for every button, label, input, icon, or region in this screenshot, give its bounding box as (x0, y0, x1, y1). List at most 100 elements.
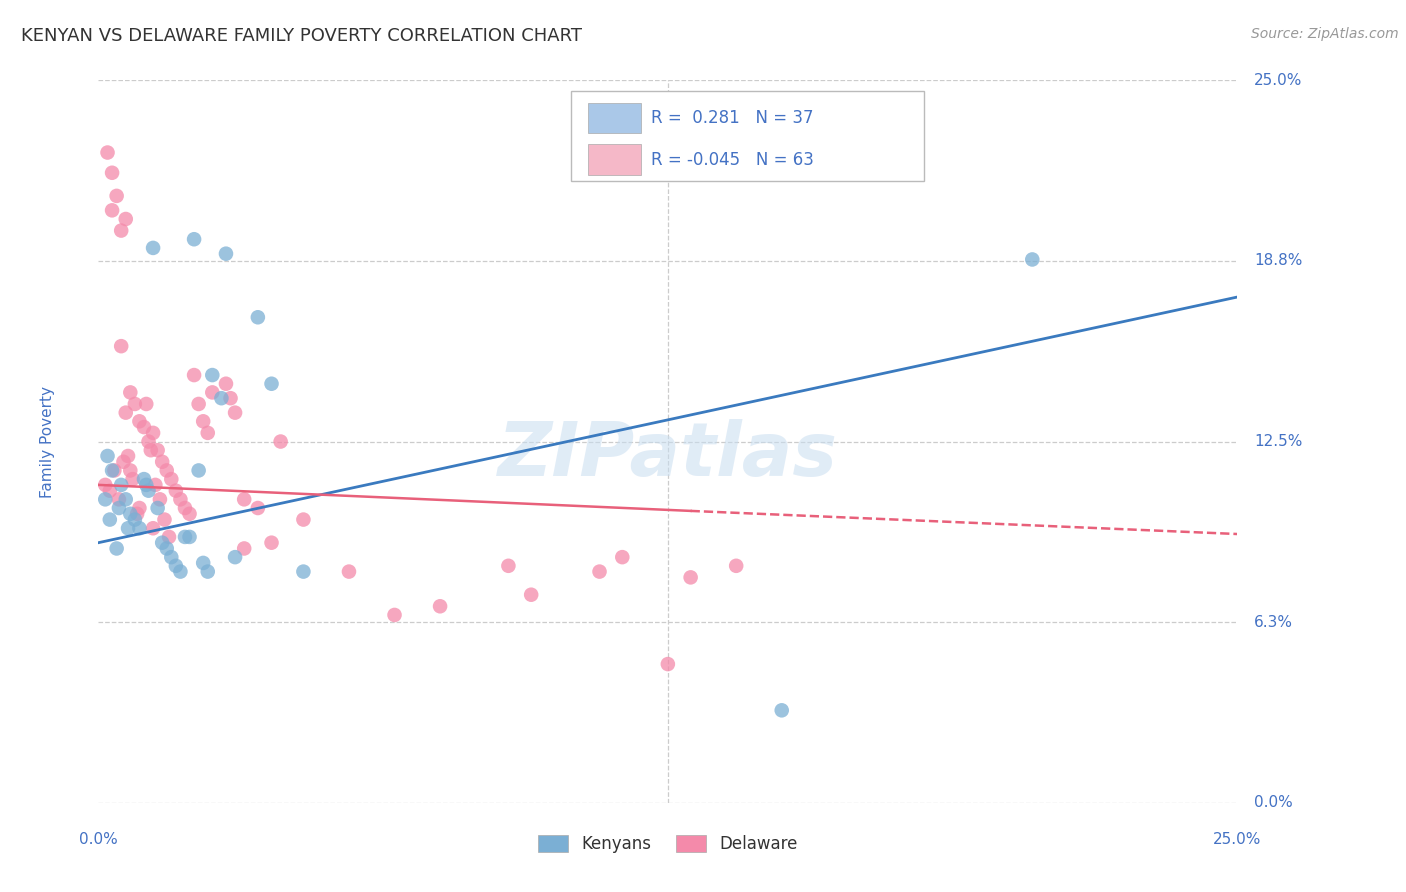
Point (156, 541, 179, 556)
Point (114, 492, 136, 507)
Point (117, 521, 139, 535)
Point (146, 443, 169, 458)
Point (183, 368, 205, 382)
Point (101, 463, 124, 477)
Point (96, 145, 118, 160)
Point (187, 397, 209, 411)
Point (770, 703, 793, 717)
Point (1021, 252, 1043, 267)
Point (183, 232, 205, 246)
Point (160, 550, 183, 565)
Point (128, 414, 150, 428)
Point (233, 541, 256, 556)
Point (201, 368, 224, 382)
Legend: Kenyans, Delaware: Kenyans, Delaware (531, 828, 804, 860)
Point (292, 565, 315, 579)
FancyBboxPatch shape (571, 91, 924, 181)
Point (179, 507, 201, 521)
Point (145, 478, 167, 492)
Point (169, 492, 191, 507)
Text: ZIPatlas: ZIPatlas (498, 419, 838, 492)
Text: R = -0.045   N = 63: R = -0.045 N = 63 (651, 151, 814, 169)
Point (179, 530, 201, 544)
Point (110, 478, 132, 492)
Point (169, 565, 191, 579)
Point (246, 310, 269, 325)
Point (101, 166, 124, 180)
Text: Family Poverty: Family Poverty (39, 385, 55, 498)
Point (201, 385, 224, 400)
Point (657, 657, 679, 671)
Point (142, 425, 165, 440)
Point (150, 535, 173, 549)
Point (612, 550, 634, 565)
Point (103, 463, 125, 477)
Point (233, 492, 256, 507)
Point (197, 565, 219, 579)
Point (224, 550, 246, 565)
Point (197, 425, 219, 440)
Point (105, 189, 128, 203)
Point (146, 501, 169, 516)
Point (108, 492, 131, 507)
Point (108, 501, 131, 516)
Text: 6.3%: 6.3% (1254, 615, 1294, 630)
Point (138, 483, 160, 498)
Point (120, 385, 142, 400)
Point (292, 512, 315, 526)
Point (114, 406, 136, 420)
Point (135, 478, 157, 492)
Point (209, 391, 232, 405)
Text: KENYAN VS DELAWARE FAMILY POVERTY CORRELATION CHART: KENYAN VS DELAWARE FAMILY POVERTY CORREL… (21, 27, 582, 45)
FancyBboxPatch shape (588, 145, 641, 175)
Point (215, 376, 238, 391)
Text: 25.0%: 25.0% (1254, 73, 1303, 87)
Text: 25.0%: 25.0% (1213, 831, 1261, 847)
Point (187, 463, 209, 477)
Point (215, 246, 238, 260)
Point (246, 501, 269, 516)
Point (156, 463, 179, 477)
Point (193, 414, 215, 428)
Point (157, 530, 180, 544)
Point (725, 558, 748, 573)
Point (498, 558, 520, 573)
Point (260, 376, 283, 391)
Point (679, 570, 702, 584)
Point (132, 420, 155, 434)
Point (110, 339, 132, 353)
Point (429, 599, 451, 614)
Point (149, 492, 172, 507)
Point (270, 434, 292, 449)
Point (160, 472, 183, 486)
Point (110, 223, 132, 237)
Point (112, 455, 135, 469)
Point (150, 455, 173, 469)
Point (128, 521, 150, 535)
Text: 0.0%: 0.0% (79, 831, 118, 847)
Point (174, 530, 197, 544)
Point (101, 203, 124, 218)
Point (121, 472, 143, 486)
Point (117, 449, 139, 463)
Point (94, 478, 117, 492)
Text: 0.0%: 0.0% (1254, 796, 1294, 810)
Point (165, 558, 187, 573)
Point (138, 434, 160, 449)
Text: 18.8%: 18.8% (1254, 253, 1303, 268)
Point (114, 212, 136, 227)
Point (224, 406, 246, 420)
Point (96, 449, 118, 463)
Point (520, 588, 543, 602)
Point (98, 512, 121, 526)
Text: Source: ZipAtlas.com: Source: ZipAtlas.com (1251, 27, 1399, 41)
Point (174, 501, 197, 516)
Text: R =  0.281   N = 37: R = 0.281 N = 37 (651, 109, 813, 127)
Point (120, 507, 142, 521)
Point (120, 463, 142, 477)
Point (384, 607, 406, 622)
Point (127, 507, 149, 521)
Point (260, 535, 283, 549)
Point (132, 472, 155, 486)
Point (135, 397, 157, 411)
